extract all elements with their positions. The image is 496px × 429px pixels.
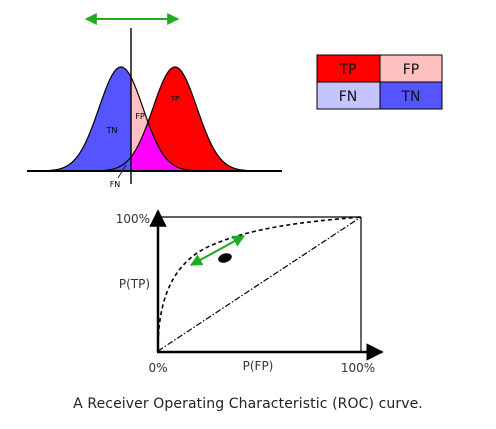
roc-plot: 100% P(TP) 0% P(FP) 100% bbox=[116, 209, 384, 375]
x-max-label: 100% bbox=[341, 361, 375, 375]
distribution-plot: TN FP TP FN bbox=[27, 13, 282, 189]
legend-text-tn: TN bbox=[400, 89, 420, 105]
x-min-label: 0% bbox=[148, 361, 167, 375]
legend-text-tp: TP bbox=[339, 62, 357, 78]
label-tn: TN bbox=[106, 126, 118, 135]
roc-curve bbox=[157, 216, 362, 351]
negative-distribution-curve bbox=[30, 66, 215, 172]
legend-cell-tn bbox=[379, 81, 443, 110]
y-max-label: 100% bbox=[116, 212, 150, 226]
operating-point bbox=[218, 253, 232, 263]
legend-cell-fn bbox=[316, 81, 381, 110]
label-fp: FP bbox=[135, 112, 145, 121]
positive-distribution-curve bbox=[84, 66, 270, 172]
tn-region bbox=[30, 67, 131, 171]
label-tp: TP bbox=[170, 95, 180, 103]
fn-region bbox=[85, 156, 131, 171]
overlap-region bbox=[131, 122, 215, 171]
fn-pointer bbox=[117, 164, 127, 179]
operating-point-shift-arrow bbox=[189, 235, 246, 266]
label-fn: FN bbox=[110, 180, 121, 189]
x-axis-label: P(FP) bbox=[243, 359, 274, 373]
y-axis-label: P(TP) bbox=[119, 277, 150, 291]
legend-text-fn: FN bbox=[339, 89, 358, 105]
legend-grid: TP FP FN TN bbox=[316, 54, 443, 110]
figure-caption: A Receiver Operating Characteristic (ROC… bbox=[73, 396, 423, 412]
legend-text-fp: FP bbox=[403, 62, 420, 78]
chance-diagonal bbox=[157, 216, 362, 352]
